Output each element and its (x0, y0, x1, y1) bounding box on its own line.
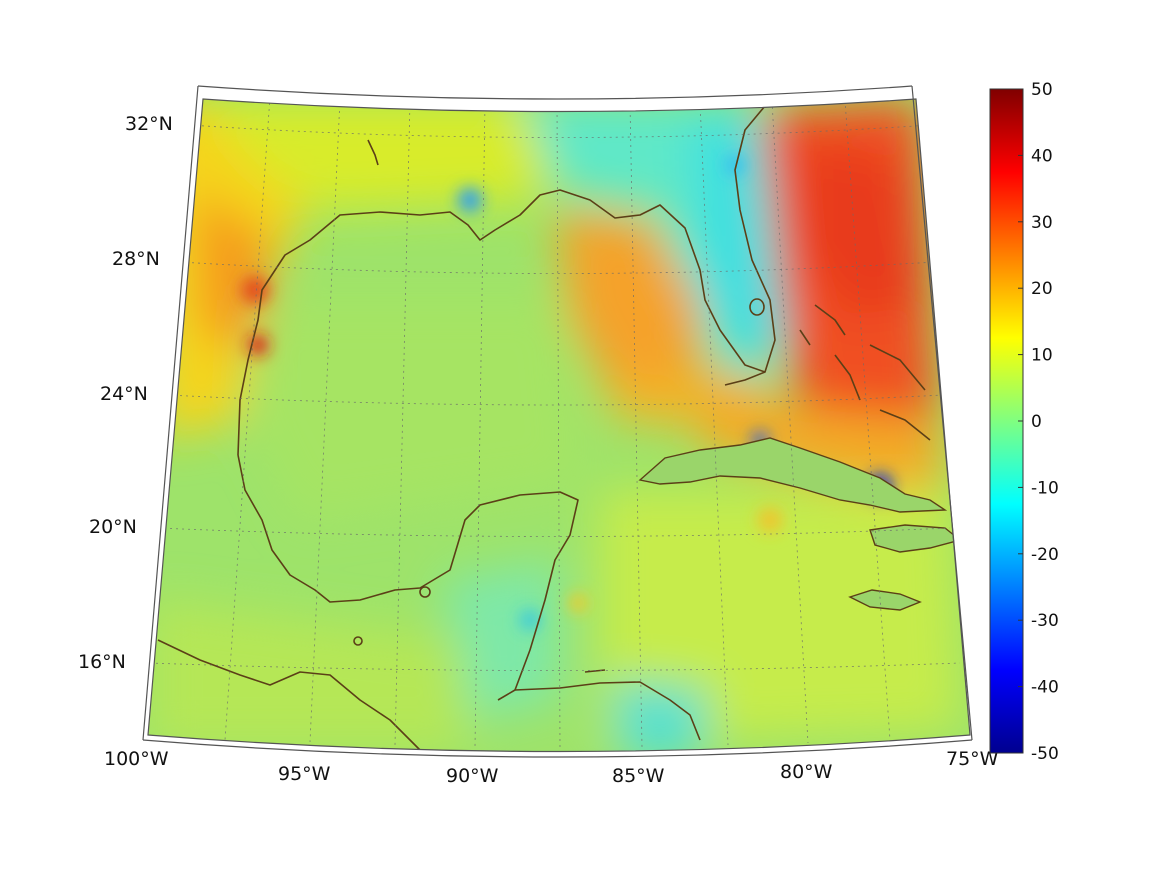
colorbar-tick-label: -30 (1031, 611, 1059, 631)
lat-label-16: 16°N (78, 651, 126, 673)
honduras-coastline (514, 681, 701, 741)
lon-label-100: 100°W (104, 748, 169, 770)
data-field (148, 99, 970, 752)
pacific-coastline (157, 639, 421, 751)
colorbar-tick-label: 0 (1031, 412, 1042, 432)
map-frame (142, 85, 973, 758)
mexico-coastline (237, 454, 579, 701)
colorbar-tick-label: 40 (1031, 146, 1053, 166)
lat-label-24: 24°N (100, 383, 148, 405)
lon-label-75: 75°W (946, 748, 999, 770)
lon-label-80: 80°W (780, 761, 833, 783)
florida-keys (724, 371, 766, 386)
graticule (149, 99, 961, 749)
coastlines (157, 99, 962, 751)
colorbar-tick-label: 10 (1031, 346, 1053, 366)
hispaniola (869, 524, 962, 553)
bahamas (799, 304, 931, 441)
lon-label-95: 95°W (278, 763, 331, 785)
colorbar-tick-label: -40 (1031, 678, 1059, 698)
lon-label-85: 85°W (612, 765, 665, 787)
lat-label-20: 20°N (89, 516, 137, 538)
colorbar-ticks: 50 40 30 20 10 0 -10 -20 -30 -40 -50 (1018, 80, 1059, 764)
lat-label-32: 32°N (125, 113, 173, 135)
colorbar-tick-label: 50 (1031, 80, 1053, 100)
lake-okeechobee (749, 298, 765, 316)
colorbar-tick-label: -10 (1031, 478, 1059, 498)
colorbar-tick-label: -50 (1031, 744, 1059, 764)
cuba (638, 437, 948, 513)
longitude-labels: 100°W 95°W 90°W 85°W 80°W 75°W (104, 748, 999, 787)
lat-label-28: 28°N (112, 248, 160, 270)
lon-label-90: 90°W (446, 765, 499, 787)
colorbar-gradient (989, 88, 1024, 754)
colorbar-tick-label: 20 (1031, 279, 1053, 299)
colorbar-tick-label: 30 (1031, 213, 1053, 233)
latitude-labels: 32°N 28°N 24°N 20°N 16°N (78, 113, 173, 673)
gulf-coastline (237, 99, 776, 456)
jamaica (848, 589, 922, 611)
colorbar-tick-label: -20 (1031, 545, 1059, 565)
colorbar: 50 40 30 20 10 0 -10 -20 -30 -40 -50 (989, 80, 1059, 764)
